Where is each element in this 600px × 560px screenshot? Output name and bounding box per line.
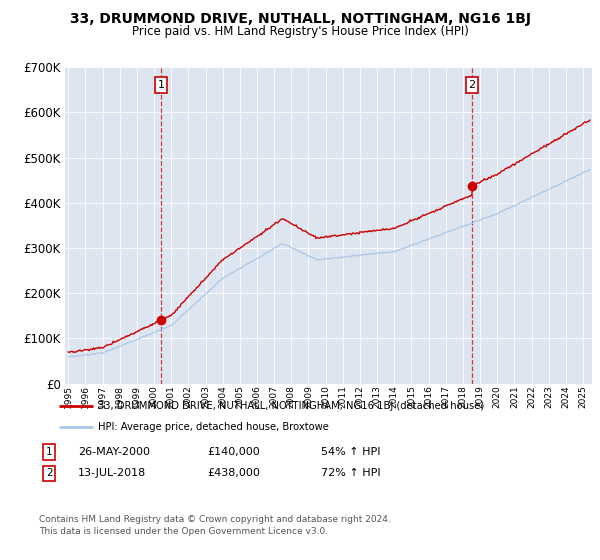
Text: 26-MAY-2000: 26-MAY-2000 <box>78 447 150 457</box>
Text: £438,000: £438,000 <box>207 468 260 478</box>
Text: 33, DRUMMOND DRIVE, NUTHALL, NOTTINGHAM, NG16 1BJ (detached house): 33, DRUMMOND DRIVE, NUTHALL, NOTTINGHAM,… <box>98 401 484 411</box>
Text: 54% ↑ HPI: 54% ↑ HPI <box>321 447 380 457</box>
Text: Price paid vs. HM Land Registry's House Price Index (HPI): Price paid vs. HM Land Registry's House … <box>131 25 469 38</box>
Text: 72% ↑ HPI: 72% ↑ HPI <box>321 468 380 478</box>
Text: 33, DRUMMOND DRIVE, NUTHALL, NOTTINGHAM, NG16 1BJ: 33, DRUMMOND DRIVE, NUTHALL, NOTTINGHAM,… <box>70 12 530 26</box>
Text: HPI: Average price, detached house, Broxtowe: HPI: Average price, detached house, Brox… <box>98 422 329 432</box>
Text: 1: 1 <box>46 447 53 457</box>
Text: 2: 2 <box>469 80 476 90</box>
Text: £140,000: £140,000 <box>207 447 260 457</box>
Text: This data is licensed under the Open Government Licence v3.0.: This data is licensed under the Open Gov… <box>39 528 328 536</box>
Text: Contains HM Land Registry data © Crown copyright and database right 2024.: Contains HM Land Registry data © Crown c… <box>39 515 391 524</box>
Text: 13-JUL-2018: 13-JUL-2018 <box>78 468 146 478</box>
Text: 1: 1 <box>157 80 164 90</box>
Text: 2: 2 <box>46 468 53 478</box>
